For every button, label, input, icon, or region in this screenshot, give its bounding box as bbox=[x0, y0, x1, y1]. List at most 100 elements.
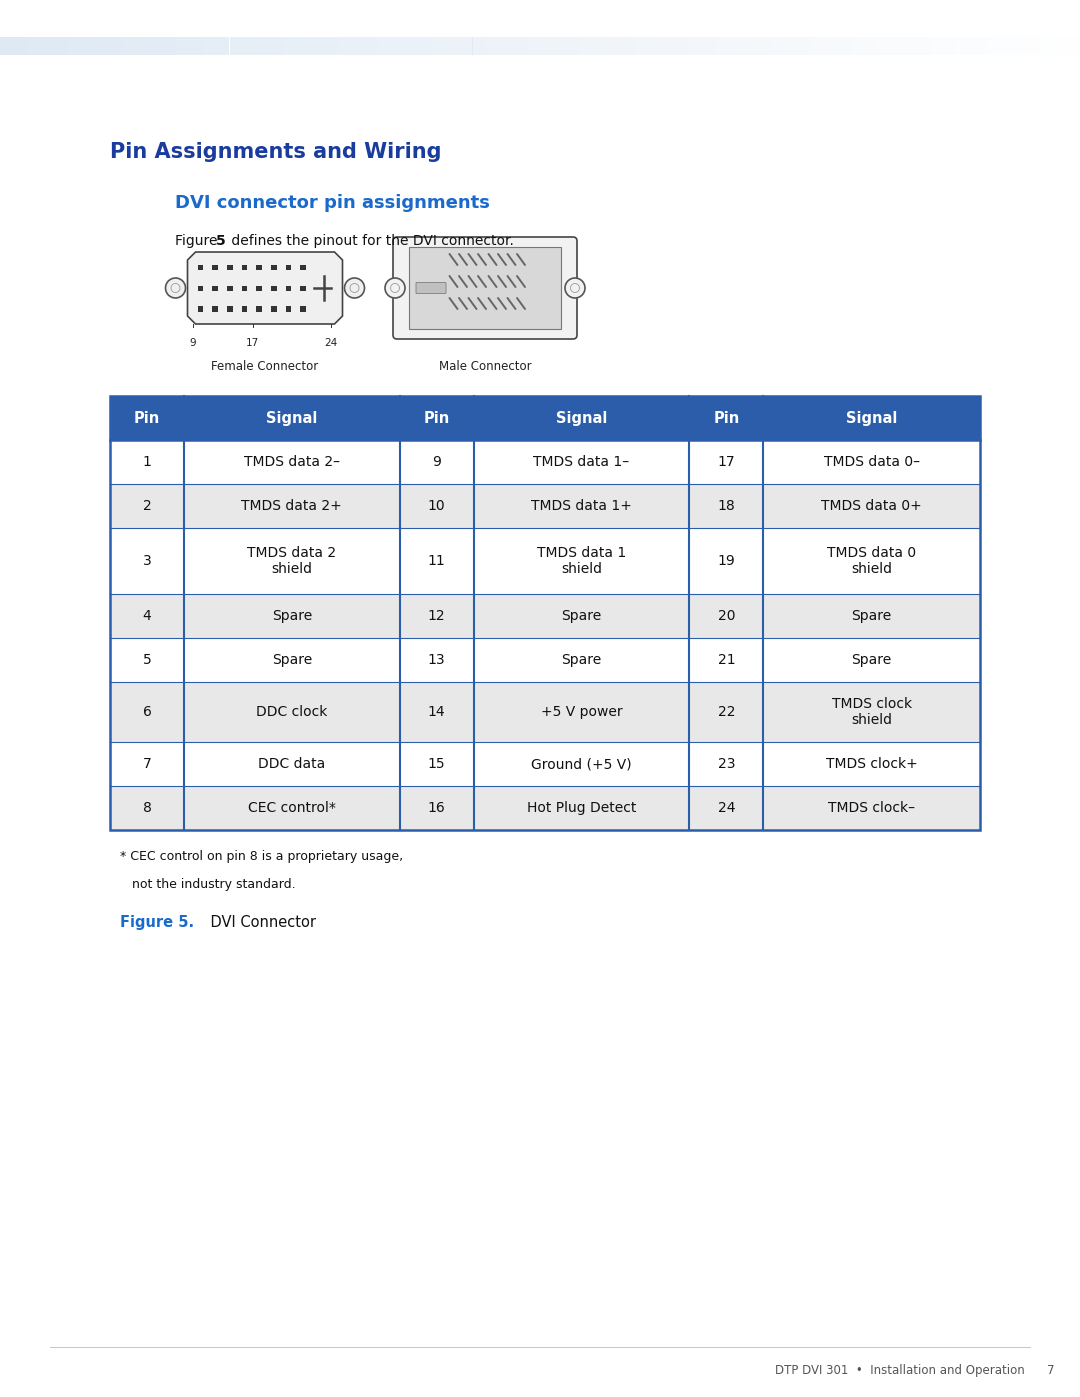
Bar bbox=[243, 36, 257, 54]
Text: 2: 2 bbox=[143, 499, 151, 513]
Text: 3: 3 bbox=[143, 555, 151, 569]
Bar bbox=[300, 265, 306, 270]
Bar bbox=[162, 36, 176, 54]
Bar bbox=[213, 306, 218, 312]
Bar bbox=[499, 36, 513, 54]
Bar bbox=[999, 36, 1013, 54]
Text: 16: 16 bbox=[428, 800, 446, 814]
Bar bbox=[149, 36, 162, 54]
Text: TMDS data 1+: TMDS data 1+ bbox=[531, 499, 632, 513]
Text: 14: 14 bbox=[428, 705, 445, 719]
Text: 10: 10 bbox=[428, 499, 445, 513]
Bar bbox=[743, 36, 756, 54]
Text: 9: 9 bbox=[432, 455, 441, 469]
Bar bbox=[932, 36, 945, 54]
Bar bbox=[797, 36, 810, 54]
Bar bbox=[851, 36, 864, 54]
Bar bbox=[891, 36, 905, 54]
Bar bbox=[271, 265, 276, 270]
Bar bbox=[135, 36, 149, 54]
Text: 24: 24 bbox=[717, 800, 735, 814]
Bar bbox=[472, 36, 486, 54]
Text: 7: 7 bbox=[1048, 1363, 1055, 1377]
Bar bbox=[311, 36, 324, 54]
Text: Spare: Spare bbox=[272, 652, 312, 666]
Circle shape bbox=[165, 278, 186, 298]
Text: Signal: Signal bbox=[266, 411, 318, 426]
Text: 22: 22 bbox=[717, 705, 735, 719]
Bar bbox=[198, 285, 203, 291]
Bar bbox=[110, 682, 980, 742]
Bar bbox=[0, 36, 13, 54]
Bar bbox=[189, 36, 203, 54]
Text: 12: 12 bbox=[428, 609, 445, 623]
Bar bbox=[230, 36, 243, 54]
Text: 8: 8 bbox=[143, 800, 151, 814]
Text: Spare: Spare bbox=[851, 609, 892, 623]
Text: 24: 24 bbox=[324, 338, 337, 348]
Text: Pin: Pin bbox=[423, 411, 449, 426]
Bar bbox=[286, 265, 292, 270]
Text: DTP DVI 301  •  Installation and Operation: DTP DVI 301 • Installation and Operation bbox=[775, 1363, 1025, 1377]
Text: Spare: Spare bbox=[272, 609, 312, 623]
Text: Pin Assignments and Wiring: Pin Assignments and Wiring bbox=[110, 142, 442, 162]
Text: DVI Connector: DVI Connector bbox=[192, 915, 316, 930]
Bar bbox=[1067, 36, 1080, 54]
Text: 7: 7 bbox=[143, 757, 151, 771]
Bar bbox=[837, 36, 851, 54]
Bar bbox=[365, 36, 378, 54]
Bar bbox=[567, 36, 581, 54]
Bar bbox=[110, 395, 980, 830]
Text: TMDS data 0+: TMDS data 0+ bbox=[821, 499, 922, 513]
Text: Figure: Figure bbox=[175, 235, 221, 249]
Bar bbox=[689, 36, 702, 54]
Bar bbox=[945, 36, 959, 54]
Text: 15: 15 bbox=[428, 757, 445, 771]
Bar bbox=[54, 36, 67, 54]
Text: Spare: Spare bbox=[851, 652, 892, 666]
FancyBboxPatch shape bbox=[416, 282, 446, 293]
Bar bbox=[864, 36, 877, 54]
Bar bbox=[810, 36, 824, 54]
FancyBboxPatch shape bbox=[409, 247, 561, 330]
Bar bbox=[198, 306, 203, 312]
Bar bbox=[918, 36, 932, 54]
Bar bbox=[351, 36, 365, 54]
Bar bbox=[175, 36, 189, 54]
Text: Male Connector: Male Connector bbox=[438, 360, 531, 373]
Bar bbox=[959, 36, 972, 54]
Text: TMDS data 2–: TMDS data 2– bbox=[244, 455, 340, 469]
Bar bbox=[648, 36, 662, 54]
Bar bbox=[286, 285, 292, 291]
Bar bbox=[300, 285, 306, 291]
Text: 17: 17 bbox=[717, 455, 735, 469]
Bar bbox=[110, 483, 980, 528]
Text: 9: 9 bbox=[189, 338, 195, 348]
Bar bbox=[905, 36, 918, 54]
Text: TMDS clock
shield: TMDS clock shield bbox=[832, 697, 912, 728]
Text: 6: 6 bbox=[143, 705, 151, 719]
Bar bbox=[635, 36, 648, 54]
Text: TMDS clock–: TMDS clock– bbox=[828, 800, 915, 814]
Bar bbox=[621, 36, 635, 54]
Bar bbox=[108, 36, 121, 54]
Text: DVI connector pin assignments: DVI connector pin assignments bbox=[175, 194, 490, 212]
Bar bbox=[271, 285, 276, 291]
Bar bbox=[405, 36, 419, 54]
Text: 18: 18 bbox=[717, 499, 735, 513]
Text: 19: 19 bbox=[717, 555, 735, 569]
Bar bbox=[257, 36, 270, 54]
Bar bbox=[110, 440, 980, 483]
Text: 20: 20 bbox=[717, 609, 735, 623]
Bar bbox=[486, 36, 500, 54]
Text: TMDS data 1–: TMDS data 1– bbox=[534, 455, 630, 469]
Bar bbox=[324, 36, 338, 54]
Bar bbox=[378, 36, 391, 54]
Bar bbox=[527, 36, 540, 54]
Bar bbox=[213, 285, 218, 291]
Text: Signal: Signal bbox=[846, 411, 897, 426]
Text: TMDS clock+: TMDS clock+ bbox=[826, 757, 918, 771]
Bar bbox=[432, 36, 446, 54]
Bar bbox=[446, 36, 459, 54]
Bar bbox=[110, 638, 980, 682]
